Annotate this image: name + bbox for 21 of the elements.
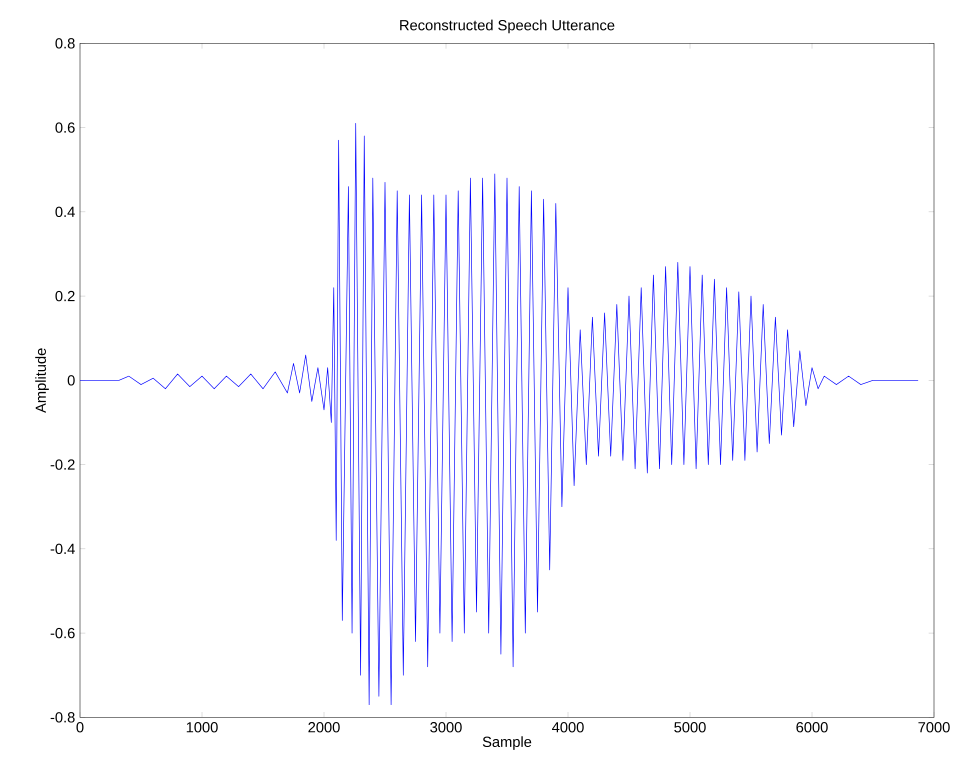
y-tick-label: 0.8 <box>55 38 75 49</box>
x-tick-label: 7000 <box>918 722 950 732</box>
y-tick-label: 0.6 <box>55 122 75 133</box>
line-series <box>80 123 918 706</box>
y-tick-label: -0.6 <box>50 628 75 638</box>
y-tick-label: 0 <box>68 375 75 386</box>
y-tick-label: 0.4 <box>55 206 75 218</box>
y-axis-title: Amplitude <box>35 348 49 413</box>
x-tick-label: 6000 <box>796 722 828 732</box>
x-tick-label: 1000 <box>186 722 218 732</box>
chart-title: Reconstructed Speech Utterance <box>400 20 614 34</box>
x-axis-title: Sample <box>482 736 532 750</box>
y-tick-label: 0.2 <box>55 290 75 302</box>
x-tick-label: 5000 <box>674 722 706 732</box>
y-tick-label: -0.4 <box>50 544 75 554</box>
x-tick-label: 3000 <box>430 722 462 732</box>
x-tick-label: 2000 <box>308 722 340 732</box>
y-tick-label: -0.2 <box>50 459 75 470</box>
x-tick-label: 0 <box>76 722 84 732</box>
x-tick-label: 4000 <box>552 722 584 732</box>
y-tick-label: -0.8 <box>50 712 75 723</box>
